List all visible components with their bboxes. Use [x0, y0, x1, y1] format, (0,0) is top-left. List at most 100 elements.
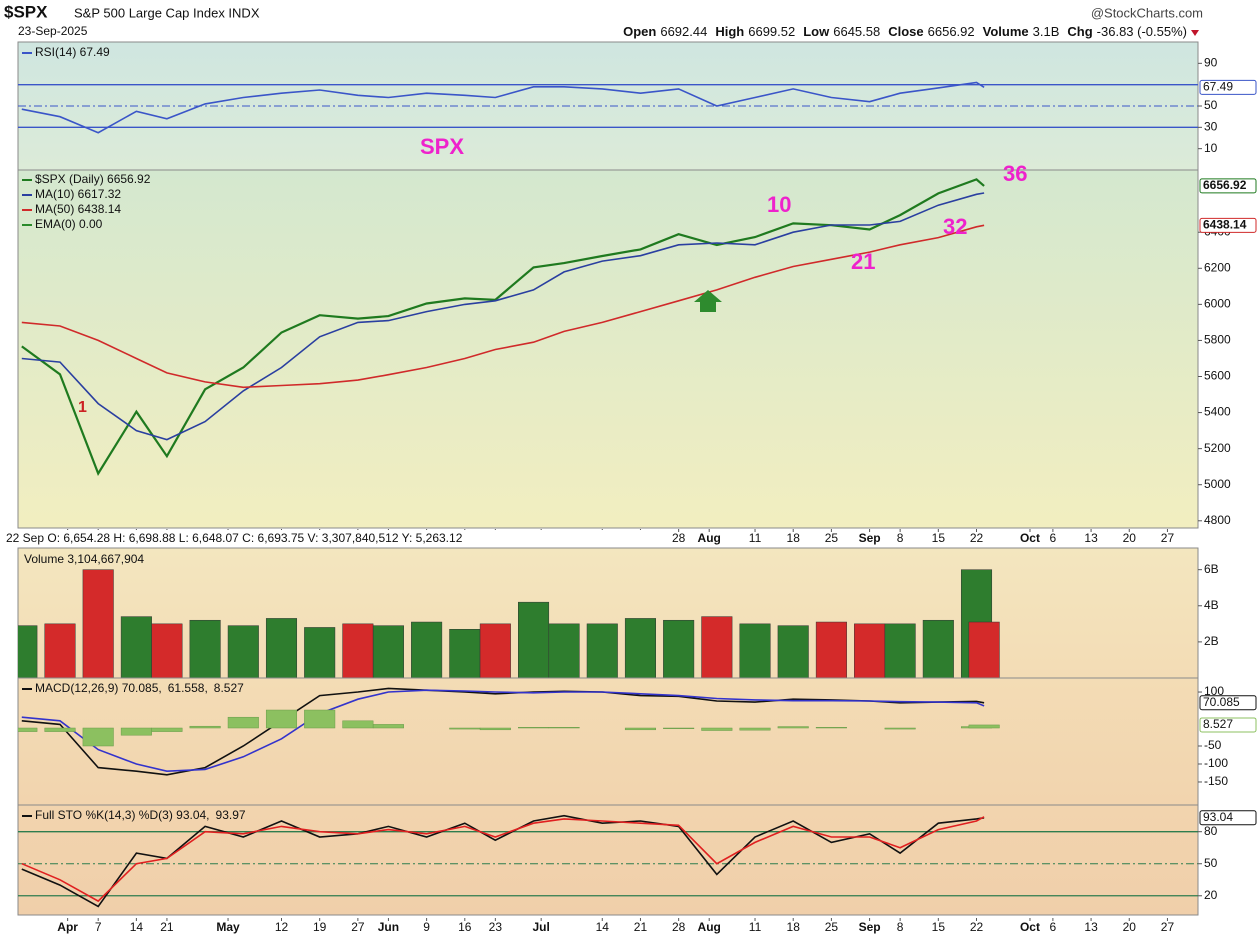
x-tick-label: Sep — [859, 531, 881, 545]
panel-title: Volume 3,104,667,904 — [24, 552, 144, 566]
volume-bar — [968, 621, 1000, 678]
histogram-bar — [518, 727, 550, 729]
y-tick-label: 90 — [1204, 56, 1218, 70]
histogram-bar — [815, 727, 847, 729]
value-box-label: 67.49 — [1203, 80, 1233, 94]
y-tick-label: 4800 — [1204, 513, 1231, 527]
x-tick-label: 20 — [1123, 920, 1137, 934]
x-tick-label: 20 — [1123, 531, 1137, 545]
arrow-annotation — [694, 290, 722, 312]
histogram-bar — [82, 727, 114, 747]
x-tick-label: 15 — [932, 531, 946, 545]
x-tick-label: 7 — [95, 920, 102, 934]
volume-bar — [777, 625, 809, 678]
histogram-bar — [968, 724, 1000, 729]
value-box — [1199, 810, 1257, 826]
volume-bar — [265, 618, 298, 678]
x-tick-label: 8 — [897, 920, 904, 934]
series-line — [21, 224, 985, 389]
volume-bar — [586, 623, 618, 678]
plot-area — [18, 687, 1000, 776]
quote-value: 6645.58 — [833, 24, 880, 39]
y-tick-label: 5200 — [1204, 441, 1231, 455]
volume-bar — [548, 623, 580, 678]
source: @StockCharts.com — [1091, 5, 1203, 20]
x-tick-label: Oct — [1020, 531, 1040, 545]
plot-area — [18, 569, 1000, 678]
value-box — [1199, 217, 1257, 233]
legend-label: EMA(0) 0.00 — [35, 217, 103, 231]
security-name: S&P 500 Large Cap Index INDX — [74, 5, 260, 20]
legend-label: 8.527 — [214, 681, 244, 695]
histogram-bar — [739, 727, 771, 731]
legend-label: MA(10) 6617.32 — [35, 187, 121, 201]
quote-value: 3.1B — [1033, 24, 1060, 39]
annotation: 36 — [1003, 161, 1027, 186]
histogram-bar — [701, 727, 733, 731]
y-tick-label: 80 — [1204, 824, 1218, 838]
volume-bar — [151, 623, 183, 678]
quote-value: 6692.44 — [660, 24, 707, 39]
x-tick-label: 14 — [596, 920, 610, 934]
x-tick-label: 28 — [672, 920, 686, 934]
x-tick-label: Apr — [57, 920, 78, 934]
x-tick-label: 25 — [825, 531, 839, 545]
volume-bar — [227, 625, 259, 678]
panel-background — [17, 169, 1199, 529]
histogram-bar — [777, 726, 809, 729]
quote-value: -36.83 (-0.55%) — [1097, 24, 1187, 39]
series-line — [21, 192, 985, 441]
histogram-bar — [342, 720, 374, 729]
volume-bar — [44, 623, 76, 678]
x-tick-label: 6 — [1050, 920, 1057, 934]
volume-bar — [120, 616, 152, 678]
chart-date: 23-Sep-2025 — [18, 24, 88, 38]
x-tick-label: 9 — [423, 920, 430, 934]
x-tick-label: Aug — [698, 920, 721, 934]
x-tick-label: 6 — [1050, 531, 1057, 545]
volume-bar — [663, 619, 695, 678]
volume-bar — [304, 627, 336, 678]
histogram-bar — [18, 727, 38, 732]
histogram-bar — [624, 727, 656, 731]
volume-bar — [372, 625, 404, 678]
y-tick-label: -150 — [1204, 774, 1228, 788]
histogram-bar — [449, 727, 481, 730]
y-tick-label: 20 — [1204, 888, 1218, 902]
quote-value: 6656.92 — [928, 24, 975, 39]
value-box-label: 93.04 — [1203, 810, 1233, 824]
volume-bar — [815, 621, 847, 678]
x-tick-label: 16 — [458, 920, 472, 934]
x-tick-label: 15 — [932, 920, 946, 934]
value-box-label: 70.085 — [1203, 695, 1240, 709]
annotation: 1 — [78, 399, 87, 416]
legend-label: RSI(14) 67.49 — [35, 45, 110, 59]
y-tick-label: 6000 — [1204, 297, 1231, 311]
x-tick-label: Sep — [859, 920, 881, 934]
y-tick-label: 6200 — [1204, 260, 1231, 274]
y-tick-label: 5000 — [1204, 477, 1231, 491]
plot-area — [21, 81, 985, 134]
value-box — [1199, 178, 1257, 194]
value-box — [1199, 717, 1257, 733]
volume-bar — [82, 569, 114, 678]
x-tick-label: Aug — [698, 531, 721, 545]
volume-bar — [739, 623, 771, 678]
x-tick-label: 18 — [787, 920, 801, 934]
x-tick-label: 27 — [351, 920, 365, 934]
legend-label: 61.558, — [168, 681, 208, 695]
volume-bar — [449, 629, 481, 678]
histogram-bar — [663, 727, 695, 729]
histogram-bar — [884, 727, 916, 730]
panels: 90 50 30 10 RSI(14) 67.49 67.49 4800 5000 5200 54… — [0, 41, 1257, 934]
plot-area — [21, 814, 985, 908]
crosshair-background — [0, 530, 648, 547]
histogram-bar — [479, 727, 511, 731]
x-tick-label: 27 — [1161, 531, 1175, 545]
x-tick-label: 23 — [489, 920, 503, 934]
volume-bar — [624, 618, 656, 678]
y-tick-label: 30 — [1204, 120, 1218, 134]
quote-value: 6699.52 — [748, 24, 795, 39]
histogram-bar — [265, 709, 298, 729]
value-box-label: 6438.14 — [1203, 218, 1247, 232]
